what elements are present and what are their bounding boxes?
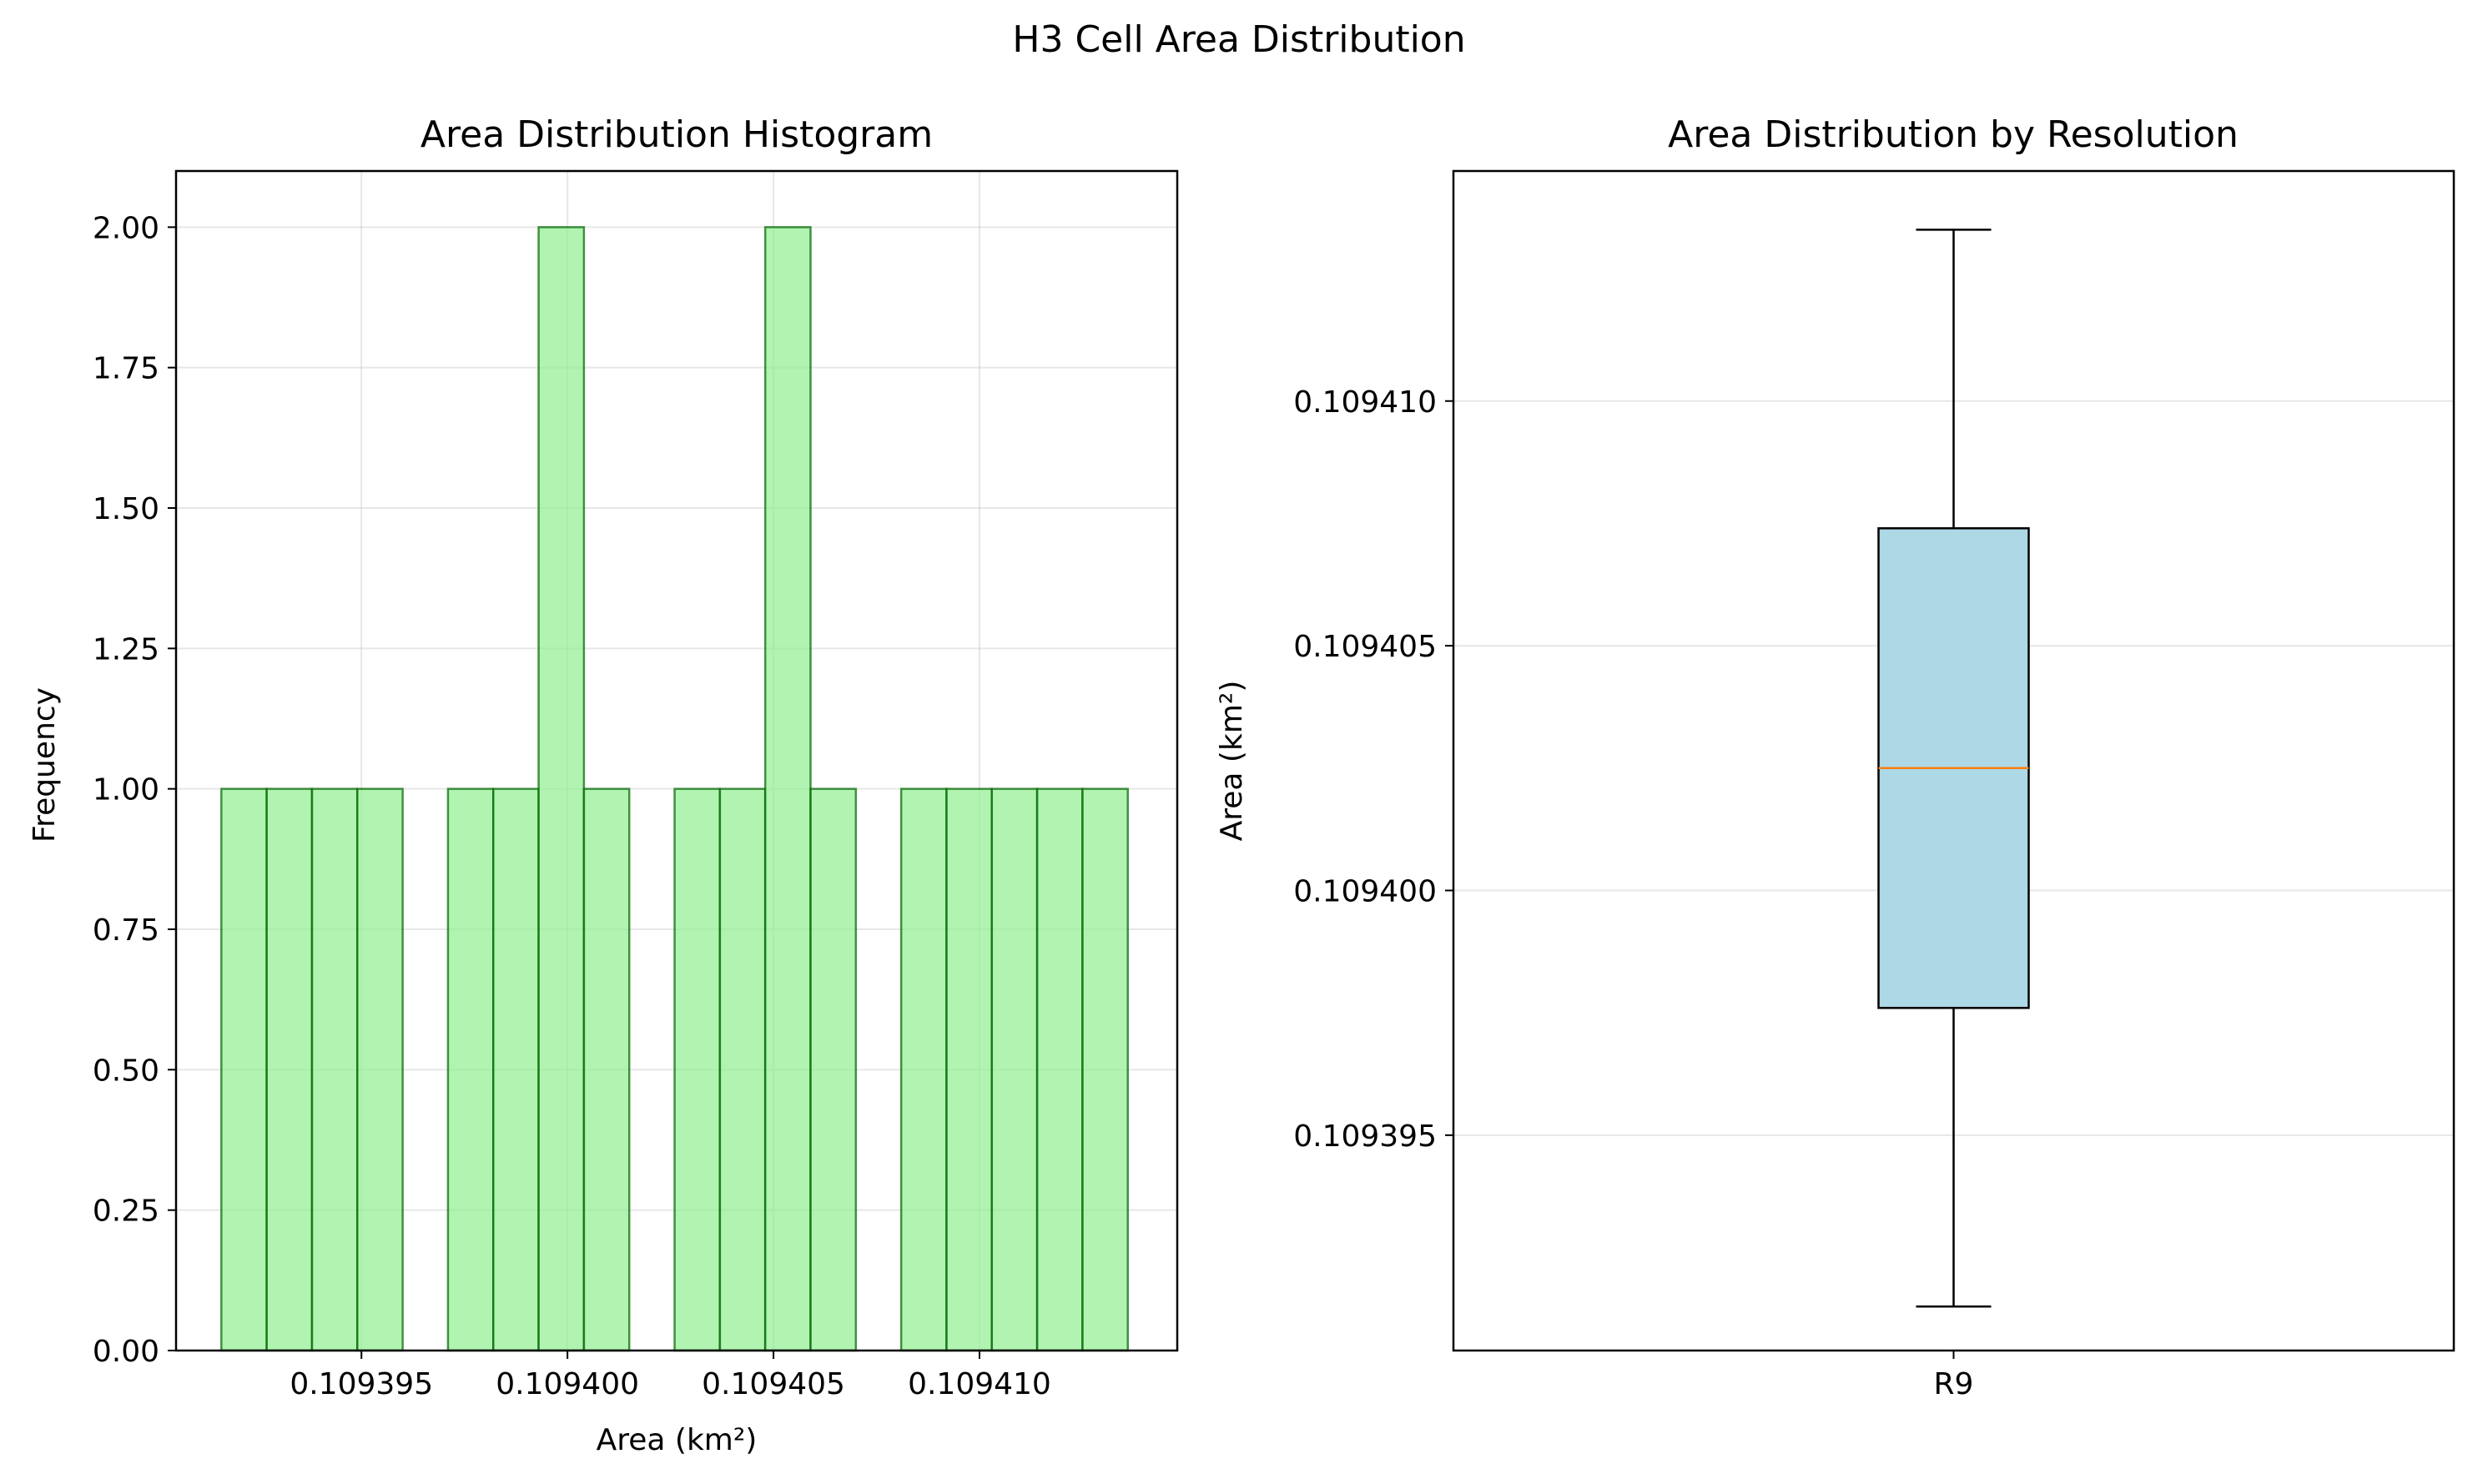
histogram-bar: [265, 787, 314, 1352]
histogram-axes-frame: [174, 169, 1179, 1352]
histogram-bar: [446, 787, 495, 1352]
histogram-y-tick-label: 1.00: [93, 773, 159, 807]
boxplot-y-ticks: 0.109395 0.109400 0.109405 0.109410: [1293, 385, 1453, 1154]
histogram-y-tick-label: 0.50: [93, 1054, 159, 1088]
histogram-y-tick-label: 0.00: [93, 1335, 159, 1369]
histogram-bar: [809, 787, 858, 1352]
boxplot-y-axis-label: Area (km²): [1215, 681, 1249, 842]
histogram-bar: [718, 787, 767, 1352]
boxplot-x-ticks: R9: [1934, 1351, 1974, 1401]
histogram-title: Area Distribution Histogram: [421, 113, 933, 156]
histogram-y-tick-label: 0.25: [93, 1195, 159, 1229]
histogram-y-axis-label: Frequency: [28, 687, 62, 843]
histogram-bar: [945, 787, 994, 1352]
histogram-bar: [1081, 787, 1129, 1352]
histogram-bars: [220, 226, 1129, 1352]
figure-title: H3 Cell Area Distribution: [1012, 18, 1465, 61]
histogram-bar: [673, 787, 722, 1352]
histogram-bar: [537, 226, 586, 1352]
boxplot-y-tick-label: 0.109410: [1293, 385, 1437, 420]
histogram-y-tick-label: 1.50: [93, 492, 159, 526]
boxplot-panel: Area Distribution by Resolution R9 0.109…: [1215, 113, 2455, 1401]
histogram-y-tick-label: 1.25: [93, 632, 159, 667]
histogram-bar: [990, 787, 1039, 1352]
boxplot-x-tick-label: R9: [1934, 1367, 1974, 1401]
histogram-x-tick-label: 0.109400: [496, 1367, 639, 1401]
histogram-bar: [763, 226, 812, 1352]
boxplot-title: Area Distribution by Resolution: [1668, 113, 2239, 156]
histogram-bar: [356, 787, 404, 1352]
histogram-x-ticks: 0.109395 0.109400 0.109405 0.109410: [290, 1351, 1051, 1401]
histogram-x-axis-label: Area (km²): [597, 1423, 758, 1457]
histogram-bar: [491, 787, 540, 1352]
histogram-bar: [899, 787, 948, 1352]
boxplot-marks: [1877, 229, 2030, 1308]
histogram-y-ticks: 0.00 0.25 0.50 0.75 1.00 1.25 1.50 1.75 2.00: [93, 211, 176, 1369]
histogram-bar: [220, 787, 268, 1352]
histogram-bar: [310, 787, 359, 1352]
histogram-y-tick-label: 1.75: [93, 352, 159, 386]
boxplot-y-tick-label: 0.109395: [1293, 1119, 1437, 1154]
histogram-x-tick-label: 0.109395: [290, 1367, 433, 1401]
histogram-x-tick-label: 0.109405: [702, 1367, 845, 1401]
boxplot-y-tick-label: 0.109400: [1293, 874, 1437, 908]
histogram-bar: [582, 787, 631, 1352]
histogram-panel: Area Distribution Histogram 0.109395 0.10…: [28, 113, 1179, 1457]
histogram-y-tick-label: 0.75: [93, 913, 159, 948]
histogram-x-tick-label: 0.109410: [908, 1367, 1051, 1401]
histogram-y-tick-label: 2.00: [93, 211, 159, 245]
histogram-bar: [1035, 787, 1084, 1352]
boxplot-y-tick-label: 0.109405: [1293, 630, 1437, 664]
